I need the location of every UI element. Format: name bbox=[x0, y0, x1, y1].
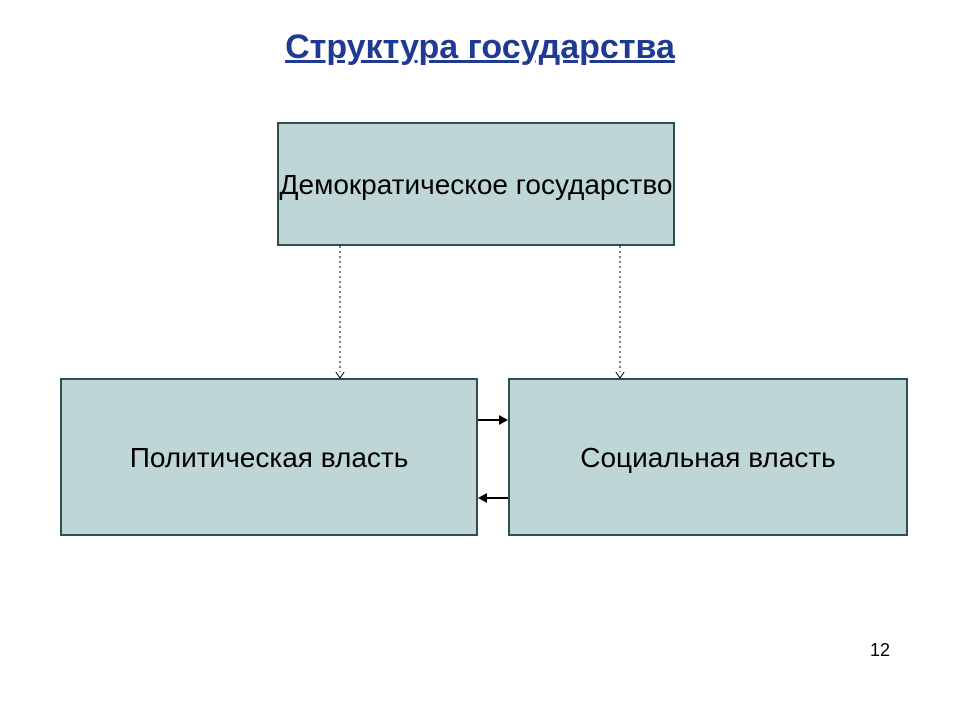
page-number: 12 bbox=[870, 640, 890, 661]
slide-title: Структура государства bbox=[0, 28, 960, 67]
connectors-layer bbox=[0, 0, 960, 720]
node-political-power: Политическая власть bbox=[60, 378, 478, 536]
node-democratic-state: Демократическое государство bbox=[277, 122, 675, 246]
node-label: Политическая власть bbox=[130, 440, 409, 475]
node-label: Демократическое государство bbox=[280, 167, 673, 202]
dotted-arrow-left bbox=[336, 246, 344, 378]
node-label: Социальная власть bbox=[580, 440, 836, 475]
dotted-arrow-right bbox=[616, 246, 624, 378]
h-arrow-bottom bbox=[478, 493, 508, 503]
h-arrow-top bbox=[478, 415, 508, 425]
node-social-power: Социальная власть bbox=[508, 378, 908, 536]
